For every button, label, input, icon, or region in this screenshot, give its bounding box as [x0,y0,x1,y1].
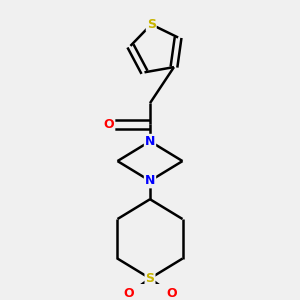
Text: N: N [145,174,155,188]
Text: O: O [104,118,114,131]
Text: O: O [166,287,176,300]
Text: S: S [147,18,156,31]
Text: N: N [145,135,155,148]
Text: S: S [146,272,154,285]
Text: O: O [124,287,134,300]
